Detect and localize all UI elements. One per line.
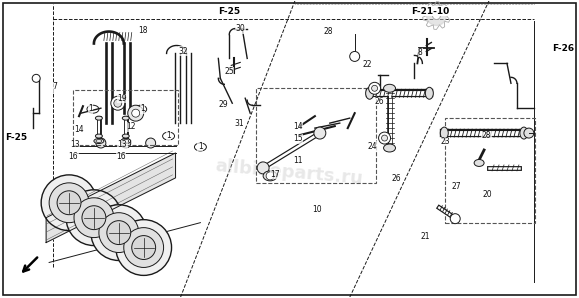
Text: 18: 18 bbox=[138, 26, 147, 35]
Text: F-21-10: F-21-10 bbox=[412, 7, 450, 15]
Text: 25: 25 bbox=[224, 67, 234, 76]
Text: 11: 11 bbox=[294, 156, 303, 165]
Text: 19: 19 bbox=[118, 94, 127, 103]
Ellipse shape bbox=[474, 159, 484, 166]
Text: 14: 14 bbox=[74, 125, 84, 134]
Text: 31: 31 bbox=[234, 119, 244, 128]
Circle shape bbox=[382, 135, 387, 141]
Ellipse shape bbox=[96, 116, 102, 120]
Text: 1: 1 bbox=[198, 142, 203, 150]
Text: 15: 15 bbox=[294, 134, 303, 143]
Text: 29: 29 bbox=[218, 100, 228, 109]
Circle shape bbox=[91, 205, 146, 260]
Circle shape bbox=[433, 12, 441, 19]
Circle shape bbox=[450, 214, 460, 224]
Text: 22: 22 bbox=[362, 60, 372, 69]
Text: 13: 13 bbox=[70, 140, 80, 149]
Ellipse shape bbox=[263, 171, 277, 181]
Bar bbox=[73, 90, 178, 145]
Bar bbox=[256, 88, 376, 183]
Circle shape bbox=[266, 172, 274, 180]
Circle shape bbox=[57, 191, 81, 215]
Text: 1: 1 bbox=[166, 131, 171, 140]
Circle shape bbox=[107, 221, 131, 245]
Ellipse shape bbox=[122, 116, 129, 120]
Text: 24: 24 bbox=[368, 142, 378, 150]
Text: 12: 12 bbox=[126, 122, 135, 131]
Circle shape bbox=[146, 138, 156, 148]
Text: 7: 7 bbox=[52, 82, 57, 91]
Circle shape bbox=[124, 228, 164, 267]
Circle shape bbox=[82, 206, 106, 230]
Ellipse shape bbox=[426, 87, 433, 99]
Ellipse shape bbox=[163, 132, 174, 140]
Ellipse shape bbox=[520, 127, 528, 139]
Text: 8: 8 bbox=[418, 48, 423, 57]
Circle shape bbox=[99, 213, 139, 252]
Circle shape bbox=[114, 99, 122, 107]
Circle shape bbox=[372, 85, 378, 91]
Text: 10: 10 bbox=[312, 205, 322, 214]
Text: 26: 26 bbox=[392, 174, 401, 183]
Circle shape bbox=[524, 128, 534, 138]
Text: 1: 1 bbox=[140, 105, 145, 114]
Text: 28: 28 bbox=[323, 27, 333, 36]
Ellipse shape bbox=[383, 84, 395, 92]
Circle shape bbox=[74, 198, 114, 238]
Text: 21: 21 bbox=[420, 232, 430, 241]
Text: 26: 26 bbox=[374, 97, 384, 106]
Ellipse shape bbox=[440, 127, 448, 139]
Text: 14: 14 bbox=[294, 122, 303, 131]
Ellipse shape bbox=[96, 139, 102, 142]
Ellipse shape bbox=[383, 144, 395, 152]
Circle shape bbox=[116, 220, 171, 275]
Bar bbox=[445, 118, 535, 223]
Text: 23: 23 bbox=[440, 137, 450, 146]
Text: F-26: F-26 bbox=[552, 44, 574, 53]
Circle shape bbox=[257, 162, 269, 174]
Circle shape bbox=[369, 82, 380, 94]
Text: allbikeparts.ru: allbikeparts.ru bbox=[215, 157, 364, 188]
Circle shape bbox=[32, 74, 40, 82]
Text: 1: 1 bbox=[89, 105, 93, 114]
Text: 28: 28 bbox=[482, 131, 492, 140]
Text: 27: 27 bbox=[452, 181, 461, 191]
Circle shape bbox=[132, 236, 156, 260]
Text: F-25: F-25 bbox=[5, 133, 27, 142]
Circle shape bbox=[49, 183, 89, 223]
Text: 17: 17 bbox=[270, 170, 280, 179]
Ellipse shape bbox=[96, 134, 102, 138]
Circle shape bbox=[350, 52, 360, 61]
Text: 20: 20 bbox=[482, 190, 492, 199]
Text: 16: 16 bbox=[116, 152, 126, 161]
Ellipse shape bbox=[195, 143, 206, 151]
Circle shape bbox=[66, 190, 122, 246]
Text: 32: 32 bbox=[179, 46, 188, 56]
Ellipse shape bbox=[121, 139, 131, 144]
Ellipse shape bbox=[122, 134, 129, 138]
Ellipse shape bbox=[366, 87, 373, 99]
Circle shape bbox=[96, 138, 106, 148]
Circle shape bbox=[111, 96, 124, 110]
Circle shape bbox=[128, 105, 144, 121]
Circle shape bbox=[41, 175, 97, 231]
Ellipse shape bbox=[123, 139, 129, 142]
Text: 16: 16 bbox=[68, 152, 78, 161]
Text: 13: 13 bbox=[118, 140, 127, 149]
Circle shape bbox=[132, 109, 140, 117]
Polygon shape bbox=[46, 153, 175, 243]
Ellipse shape bbox=[87, 105, 99, 113]
Ellipse shape bbox=[94, 139, 104, 144]
Circle shape bbox=[121, 138, 131, 148]
Ellipse shape bbox=[135, 105, 146, 113]
Polygon shape bbox=[427, 6, 446, 25]
Circle shape bbox=[379, 132, 390, 144]
Text: 30: 30 bbox=[236, 24, 245, 33]
Text: F-25: F-25 bbox=[218, 7, 240, 15]
Circle shape bbox=[314, 127, 326, 139]
